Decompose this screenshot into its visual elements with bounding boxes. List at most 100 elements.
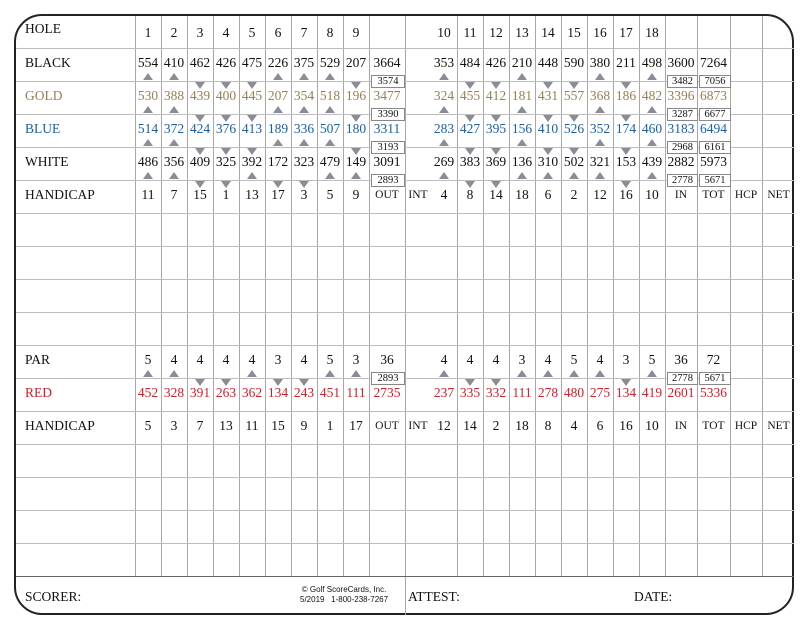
tee-red-hole-17: 134 [615, 384, 637, 400]
handicap-ladies-hole-14: 8 [544, 417, 552, 433]
combo-tee-down-arrow-icon [491, 379, 501, 386]
combo-tee-down-arrow-icon [221, 115, 231, 122]
tee-white-total: 5973 [700, 153, 727, 169]
tee-gold-hole-2: 388 [163, 87, 185, 103]
combo-tee-down-arrow-icon [621, 181, 631, 188]
par-hole-16: 4 [596, 351, 604, 367]
combo-tee-down-arrow-icon [273, 181, 283, 188]
tee-red-hole-13: 111 [512, 384, 532, 400]
combo-tee-down-arrow-icon [299, 379, 309, 386]
combo-tee-down-arrow-icon [221, 379, 231, 386]
hole-number-6: 6 [274, 25, 282, 40]
date-label: DATE: [634, 589, 673, 604]
hole-number-7: 7 [300, 25, 308, 40]
handicap-mens-label: HANDICAP [25, 186, 95, 202]
hole-number-9: 9 [352, 25, 360, 40]
tee-white-hole-1: 486 [137, 153, 159, 169]
combo-grand-total: 5671 [699, 372, 731, 385]
row-divider [16, 510, 794, 511]
tee-gold-hole-14: 431 [537, 87, 559, 103]
column-divider [697, 16, 698, 576]
tee-gold-hole-3: 439 [189, 87, 211, 103]
combo-grand-total: 6677 [699, 108, 731, 121]
combo-out-total: 2893 [371, 174, 405, 187]
tee-red-hole-8: 451 [319, 384, 341, 400]
tee-white-in: 2882 [667, 153, 695, 169]
tee-gold-hole-4: 400 [215, 87, 237, 103]
tee-red-hole-1: 452 [137, 384, 159, 400]
tee-blue-hole-3: 424 [189, 120, 211, 136]
scorecard [14, 14, 794, 615]
combo-tee-down-arrow-icon [195, 379, 205, 386]
combo-in-total: 2778 [667, 174, 698, 187]
combo-tee-down-arrow-icon [273, 379, 283, 386]
row-divider [16, 48, 794, 49]
combo-tee-down-arrow-icon [247, 148, 257, 155]
combo-grand-total: 6161 [699, 141, 731, 154]
handicap-ladies-hole-13: 18 [515, 417, 529, 433]
row-divider [16, 147, 794, 148]
handicap-mens-hole-8: 5 [326, 186, 334, 202]
tee-white-hole-12: 369 [485, 153, 507, 169]
handicap-mens-hole-11: 8 [466, 186, 474, 202]
combo-tee-up-arrow-icon [325, 73, 335, 80]
tee-gold-hole-5: 445 [241, 87, 263, 103]
combo-tee-up-arrow-icon [647, 172, 657, 179]
combo-tee-down-arrow-icon [247, 82, 257, 89]
handicap-ladies-in: IN [674, 419, 688, 432]
tee-black-hole-17: 211 [616, 54, 636, 70]
tee-red-hole-6: 134 [267, 384, 289, 400]
column-divider [483, 16, 484, 576]
column-divider [587, 16, 588, 576]
row-divider [16, 180, 794, 181]
tee-red-hole-3: 391 [189, 384, 211, 400]
handicap-mens-in: IN [674, 188, 688, 201]
par-hole-10: 4 [440, 351, 448, 367]
combo-tee-down-arrow-icon [491, 82, 501, 89]
tee-red-in: 2601 [667, 384, 695, 400]
combo-tee-up-arrow-icon [439, 73, 449, 80]
column-divider [509, 16, 510, 576]
combo-tee-down-arrow-icon [621, 115, 631, 122]
combo-out-total: 3390 [371, 108, 405, 121]
tee-gold-hole-15: 557 [563, 87, 585, 103]
combo-out-total: 3193 [371, 141, 405, 154]
combo-tee-up-arrow-icon [595, 139, 605, 146]
tee-blue-hole-11: 427 [459, 120, 481, 136]
par-label: PAR [25, 351, 51, 367]
combo-tee-up-arrow-icon [569, 172, 579, 179]
tee-blue-hole-10: 283 [433, 120, 455, 136]
tee-blue-hole-7: 336 [293, 120, 315, 136]
handicap-mens-hole-2: 7 [170, 186, 178, 202]
tee-black-in: 3600 [667, 54, 695, 70]
hole-number-8: 8 [326, 25, 334, 40]
tee-white-hole-5: 392 [241, 153, 263, 169]
combo-tee-up-arrow-icon [595, 172, 605, 179]
handicap-mens-hcp: HCP [734, 188, 758, 201]
handicap-ladies-int: INT [408, 419, 428, 432]
tee-gold-in: 3396 [667, 87, 695, 103]
combo-tee-down-arrow-icon [491, 115, 501, 122]
combo-tee-down-arrow-icon [543, 115, 553, 122]
par-hole-14: 4 [544, 351, 552, 367]
row-divider [16, 213, 794, 214]
combo-tee-up-arrow-icon [517, 370, 527, 377]
tee-blue-hole-9: 180 [345, 120, 367, 136]
tee-white-hole-14: 310 [537, 153, 559, 169]
par-hole-18: 5 [648, 351, 656, 367]
handicap-ladies-hole-10: 12 [437, 417, 451, 433]
tee-blue-label: BLUE [25, 120, 61, 136]
footer-divider [405, 576, 406, 615]
combo-tee-up-arrow-icon [351, 370, 361, 377]
combo-tee-up-arrow-icon [169, 172, 179, 179]
tee-black-hole-4: 426 [215, 54, 237, 70]
handicap-ladies-hole-16: 6 [596, 417, 604, 433]
handicap-mens-hole-18: 10 [645, 186, 659, 202]
par-hole-1: 5 [144, 351, 152, 367]
tee-blue-hole-15: 526 [563, 120, 585, 136]
tee-red-hole-7: 243 [293, 384, 315, 400]
combo-tee-down-arrow-icon [569, 115, 579, 122]
combo-tee-up-arrow-icon [517, 106, 527, 113]
combo-tee-down-arrow-icon [351, 148, 361, 155]
column-divider [317, 16, 318, 576]
